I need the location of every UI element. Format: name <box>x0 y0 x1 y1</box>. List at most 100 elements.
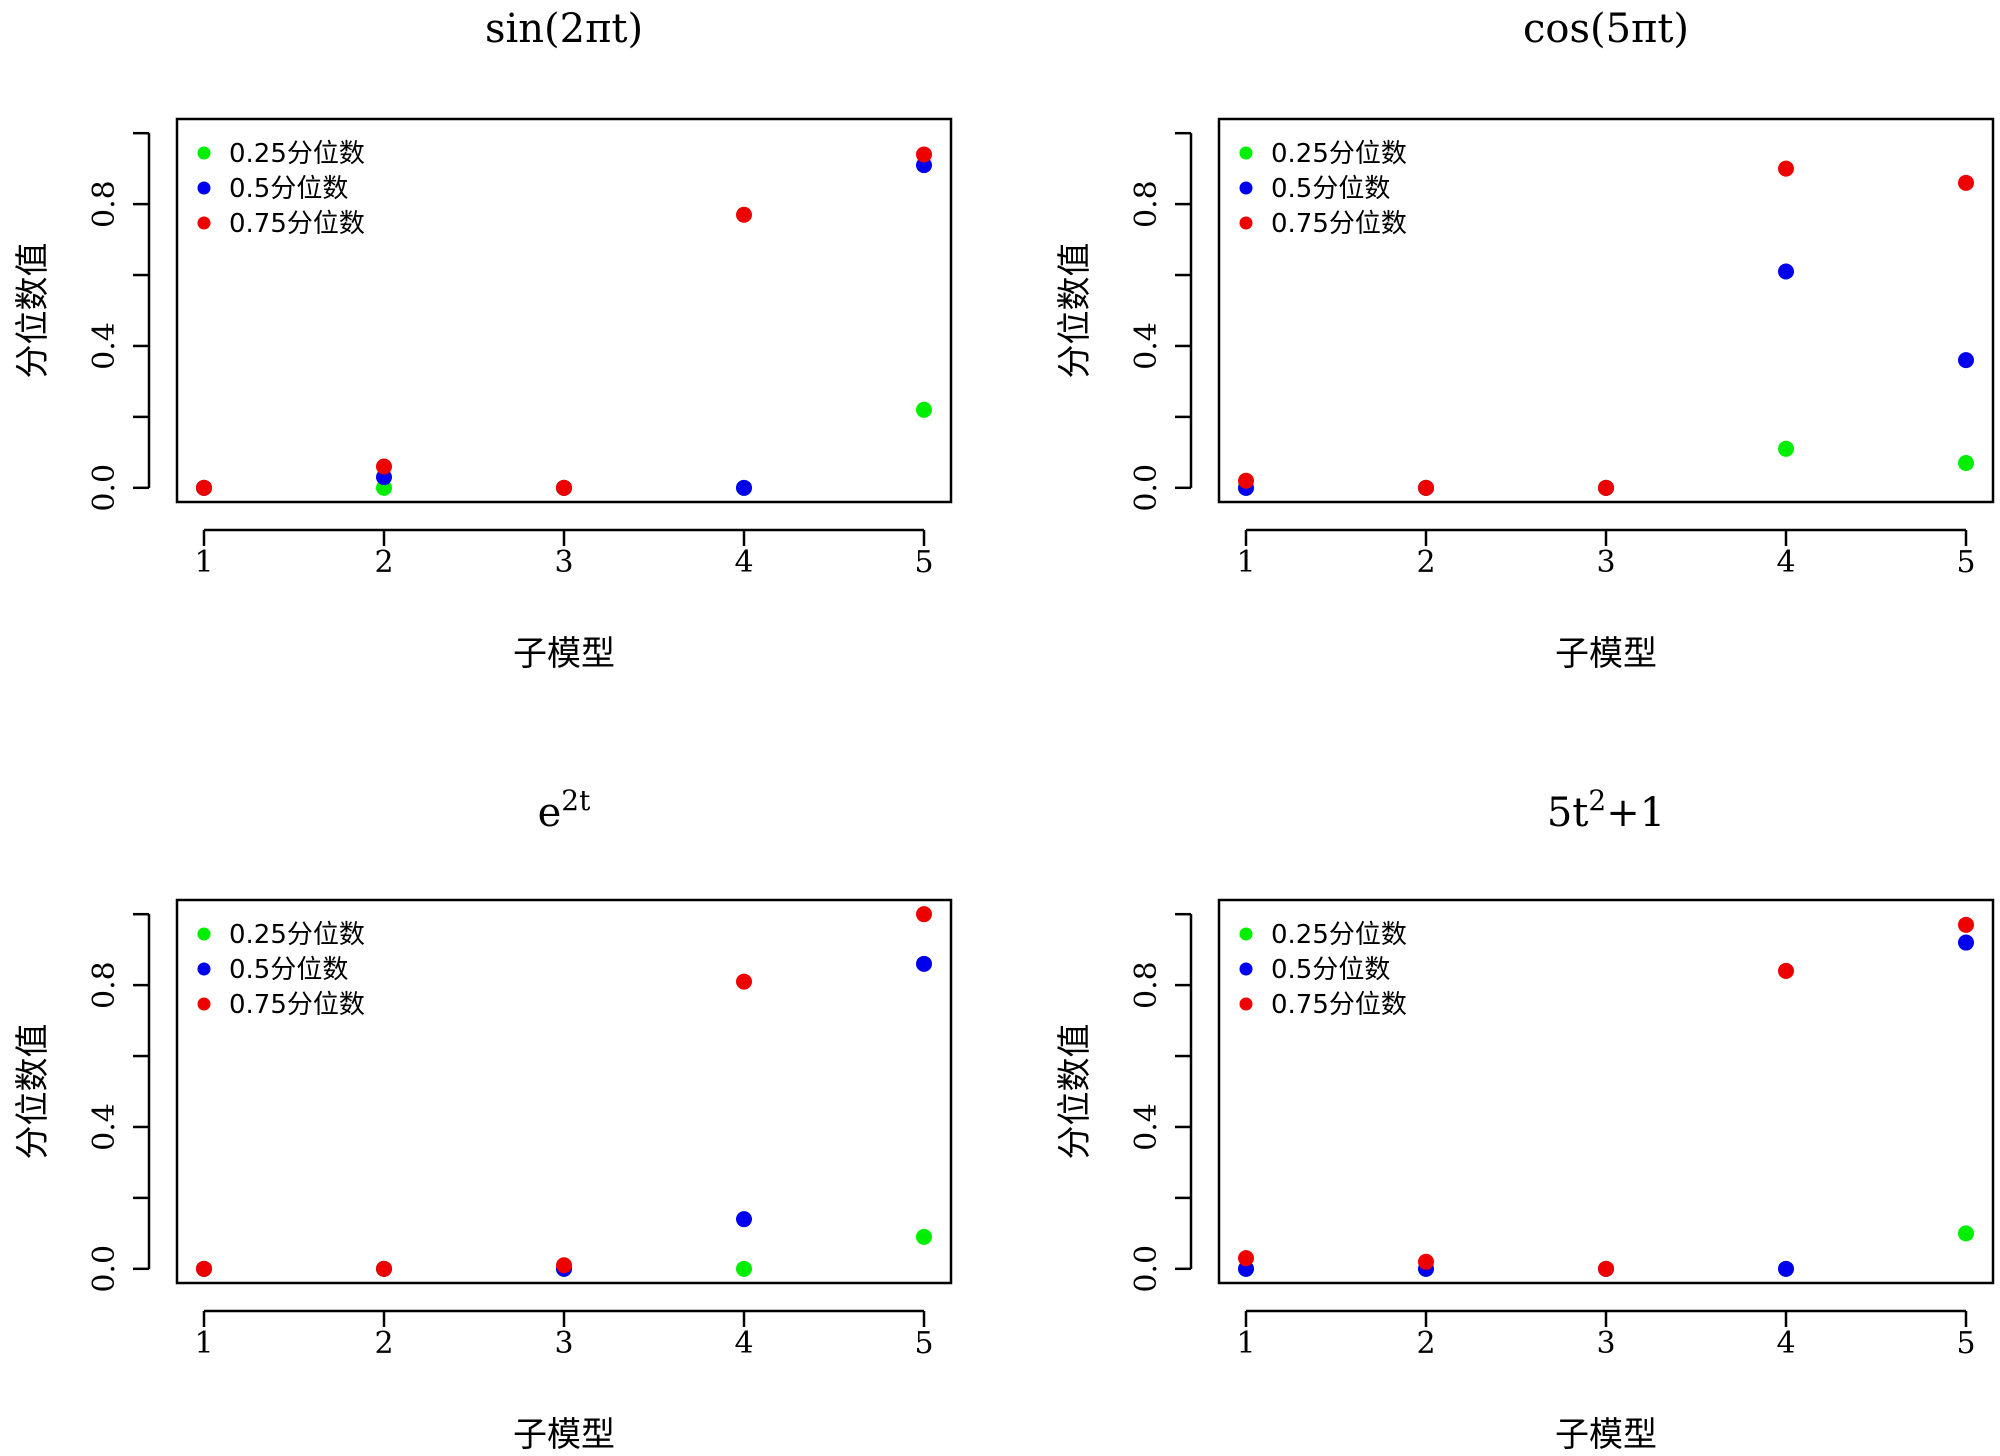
data-point <box>1418 1253 1434 1270</box>
chart-title: sin(2πt) <box>485 6 643 52</box>
legend-marker <box>197 927 211 941</box>
x-tick-label: 3 <box>554 545 573 580</box>
chart-title: cos(5πt) <box>1523 6 1689 52</box>
data-point <box>1958 454 1974 471</box>
data-point <box>916 955 932 972</box>
x-tick-label: 4 <box>734 545 753 580</box>
plot-frame <box>1217 117 1995 504</box>
y-tick-label: 0.0 <box>1129 464 1164 512</box>
chart-title: e2t <box>538 784 591 836</box>
data-point <box>196 1260 212 1277</box>
x-tick-label: 4 <box>1776 1326 1795 1361</box>
data-point <box>376 458 392 475</box>
x-tick-label: 4 <box>1776 545 1795 580</box>
legend-marker <box>1239 216 1253 230</box>
x-tick-label: 2 <box>374 545 393 580</box>
x-axis-label: 子模型 <box>1555 1415 1657 1455</box>
legend-label: 0.5分位数 <box>1271 174 1390 204</box>
legend-label: 0.25分位数 <box>1271 920 1407 950</box>
chart-title-tail: +1 <box>1606 790 1665 836</box>
x-tick-label: 3 <box>554 1326 573 1361</box>
legend-marker <box>197 216 211 230</box>
data-point <box>376 1260 392 1277</box>
series-3 <box>1238 916 1974 1277</box>
x-tick-label: 5 <box>914 1326 933 1361</box>
data-point <box>1418 479 1434 496</box>
y-axis-label: 分位数值 <box>1055 243 1095 379</box>
data-point <box>1958 934 1974 951</box>
data-point <box>1778 962 1794 979</box>
data-point <box>196 479 212 496</box>
chart-panel-1: sin(2πt) 1 2 3 4 5 0.0 0.4 0.8 子模型 分位数值 0.25分位数 0.5分… <box>13 6 953 674</box>
y-tick-label: 0.0 <box>1129 1245 1164 1293</box>
chart-panel-3: e2t 1 2 3 4 5 0.0 0.4 0.8 子模型 分位数值 0.25分位数 0.5分位数 0.7… <box>13 784 953 1455</box>
data-point <box>556 1257 572 1274</box>
y-tick-label: 0.4 <box>87 1103 122 1151</box>
x-tick-label: 5 <box>1956 1326 1975 1361</box>
plot-frame <box>1217 898 1995 1285</box>
data-point <box>736 973 752 990</box>
legend-label: 0.5分位数 <box>229 174 348 204</box>
x-axis: 1 2 3 4 5 <box>194 1309 934 1361</box>
chart-panel-4: 5t2+11 2 3 4 50.00.40.8子模型分位数值0.25分位数0.5分位数0… <box>1055 784 1995 1455</box>
data-point <box>736 206 752 223</box>
series-3 <box>196 906 932 1277</box>
x-axis: 1 2 3 4 5 <box>1236 1309 1976 1361</box>
legend-marker <box>197 146 211 160</box>
y-axis-label: 分位数值 <box>1055 1024 1095 1160</box>
legend-label: 0.25分位数 <box>1271 139 1407 169</box>
chart-title: 5t2+1 <box>1547 784 1665 836</box>
x-tick-label: 3 <box>1596 1326 1615 1361</box>
data-point <box>1958 916 1974 933</box>
y-axis: 0.0 0.4 0.8 <box>87 131 151 512</box>
series-2 <box>196 157 932 496</box>
x-tick-label: 5 <box>914 545 933 580</box>
legend: 0.25分位数 0.5分位数 0.75分位数 <box>1239 139 1407 239</box>
y-axis: 0.0 0.4 0.8 <box>87 912 151 1293</box>
series-2 <box>1238 263 1974 496</box>
legend-marker <box>1239 181 1253 195</box>
data-point <box>1778 263 1794 280</box>
y-tick-label: 0.8 <box>87 180 122 228</box>
data-point <box>736 1260 752 1277</box>
data-point <box>1958 1225 1974 1242</box>
legend: 0.25分位数 0.5分位数 0.75分位数 <box>197 920 365 1020</box>
x-tick-label: 2 <box>374 1326 393 1361</box>
legend-label: 0.75分位数 <box>229 209 365 239</box>
data-point <box>736 479 752 496</box>
legend-label: 0.75分位数 <box>1271 990 1407 1020</box>
data-point <box>1238 1250 1254 1267</box>
x-tick-label: 2 <box>1416 1326 1435 1361</box>
legend-marker <box>1239 146 1253 160</box>
x-tick-label: 4 <box>734 1326 753 1361</box>
data-point <box>916 906 932 923</box>
chart-title-main: cos(5πt) <box>1523 6 1689 52</box>
data-point <box>1778 1260 1794 1277</box>
data-point <box>1238 472 1254 489</box>
x-tick-label: 1 <box>194 1326 213 1361</box>
data-point <box>916 146 932 163</box>
legend-marker <box>1239 997 1253 1011</box>
y-axis: 0.0 0.4 0.8 <box>1129 912 1193 1293</box>
series-2 <box>1238 934 1974 1277</box>
y-tick-label: 0.4 <box>1129 322 1164 370</box>
y-tick-label: 0.8 <box>1129 961 1164 1009</box>
chart-title-main: sin(2πt) <box>485 6 643 52</box>
legend-marker <box>197 997 211 1011</box>
y-axis: 0.0 0.4 0.8 <box>1129 131 1193 512</box>
y-tick-label: 0.0 <box>87 464 122 512</box>
legend-marker <box>197 962 211 976</box>
legend-marker <box>197 181 211 195</box>
x-tick-label: 2 <box>1416 545 1435 580</box>
x-axis-label: 子模型 <box>513 1415 615 1455</box>
data-point <box>916 1228 932 1245</box>
y-tick-label: 0.4 <box>87 322 122 370</box>
legend-label: 0.25分位数 <box>229 920 365 950</box>
plot-frame <box>175 117 953 504</box>
data-point <box>1598 1260 1614 1277</box>
legend-marker <box>1239 962 1253 976</box>
x-axis: 1 2 3 4 5 <box>194 528 934 580</box>
data-point <box>1778 440 1794 457</box>
y-tick-label: 0.8 <box>1129 180 1164 228</box>
